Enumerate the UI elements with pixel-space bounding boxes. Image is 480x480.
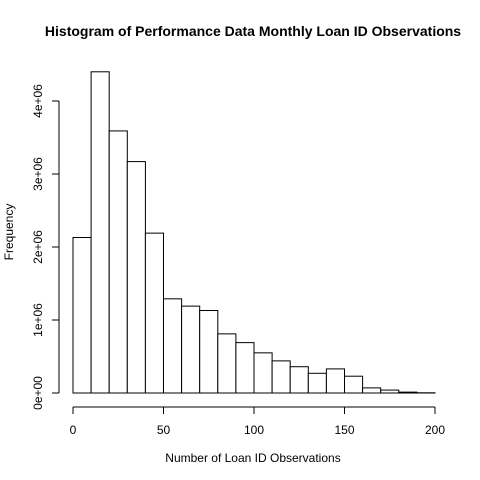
histogram-bar: [289, 366, 309, 394]
histogram-bar: [108, 130, 128, 394]
histogram-bar: [380, 389, 400, 394]
x-tick-label: 200: [425, 423, 445, 437]
histogram-bar: [90, 71, 110, 394]
histogram-bar: [72, 237, 92, 394]
histogram-bar: [271, 360, 291, 394]
histogram-bar: [362, 387, 382, 394]
histogram-bar: [163, 298, 183, 394]
x-axis: 0 50 100 150 200: [70, 406, 445, 437]
y-axis-label: Frequency: [2, 204, 16, 261]
y-tick-label: 4e+06: [31, 84, 45, 118]
histogram-bar: [181, 305, 201, 394]
x-tick-label: 100: [244, 423, 264, 437]
y-tick-label: 2e+06: [31, 230, 45, 264]
x-tick-label: 150: [334, 423, 354, 437]
histogram-bar: [398, 391, 418, 394]
y-tick-label: 1e+06: [31, 303, 45, 337]
y-tick-label: 0e+00: [31, 376, 45, 410]
histogram-bar: [126, 161, 146, 394]
histogram-bars: [72, 71, 436, 394]
x-tick-label: 0: [70, 423, 77, 437]
y-tick-label: 3e+06: [31, 157, 45, 191]
x-tick-label: 50: [157, 423, 171, 437]
histogram-bar: [144, 232, 164, 394]
histogram-bar: [235, 342, 255, 394]
histogram-bar: [253, 352, 273, 394]
histogram-bar: [199, 310, 219, 394]
histogram-bar: [217, 333, 237, 394]
histogram-bar: [344, 375, 364, 394]
chart-title: Histogram of Performance Data Monthly Lo…: [45, 23, 461, 39]
y-axis: 0e+00 1e+06 2e+06 3e+06 4e+06: [31, 84, 60, 410]
histogram-bar: [325, 368, 345, 394]
histogram-bar: [307, 372, 327, 394]
x-axis-label: Number of Loan ID Observations: [165, 451, 340, 465]
